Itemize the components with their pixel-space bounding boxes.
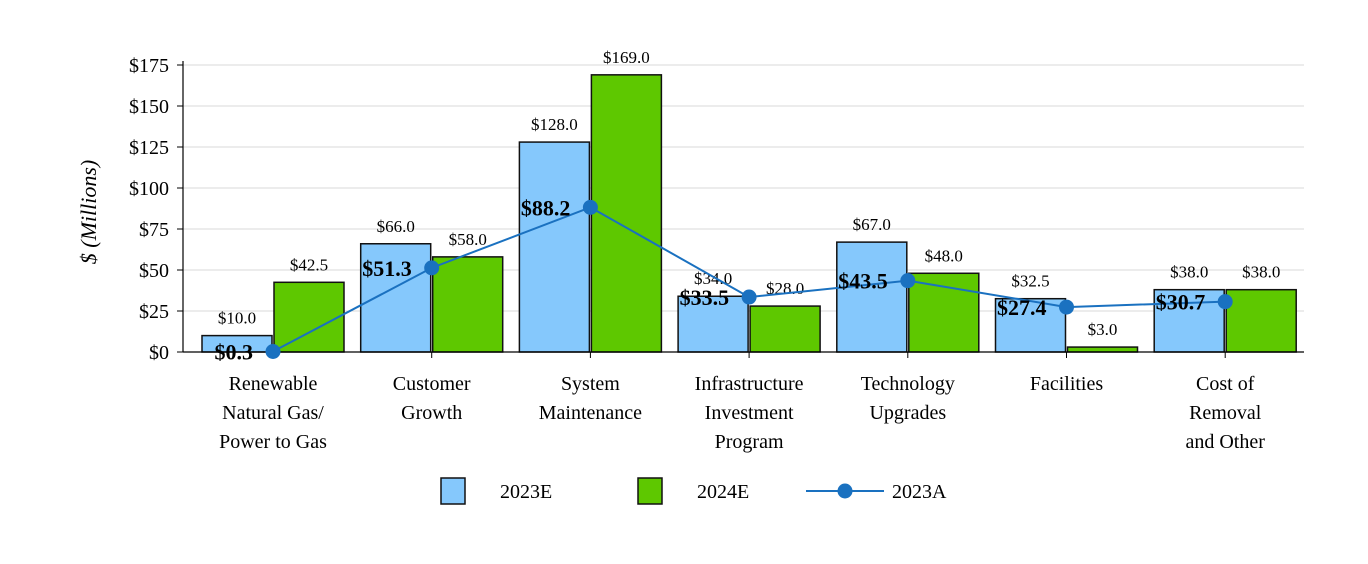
x-category-label: Infrastructure (695, 373, 804, 395)
legend-marker-2023A (837, 483, 853, 499)
x-axis-categories: Renewable Natural Gas/Power to Gas Custome… (219, 352, 1265, 453)
bar-2023E (994, 297, 1067, 353)
line-value-label: $51.3 (362, 256, 412, 281)
x-category-label: Customer (393, 373, 471, 395)
legend: 2023E 2024E 2023A (440, 477, 947, 505)
x-category-label: Program (715, 431, 784, 453)
y-tick-label: $100 (129, 178, 169, 200)
legend-swatch-2023E (440, 477, 466, 505)
bar-2024E (749, 305, 821, 353)
line-point (900, 273, 916, 289)
bar-2024E (590, 74, 663, 353)
bar-value-label: $128.0 (531, 115, 578, 134)
x-category-label: Investment (705, 402, 794, 424)
legend-swatch-2024E (637, 477, 663, 505)
y-tick-label: $75 (139, 219, 169, 241)
y-tick-label: $175 (129, 55, 169, 77)
x-category-label: Facilities (1030, 373, 1104, 395)
bar-2023E (677, 295, 749, 353)
y-tick-label: $150 (129, 96, 169, 118)
line-value-label: $0.3 (215, 340, 254, 365)
y-axis-title: $ (Millions) (76, 160, 101, 265)
x-category-label: System (561, 373, 620, 395)
legend-label: 2023A (892, 481, 947, 503)
line-point (265, 344, 281, 360)
x-category-label: Maintenance (539, 402, 642, 424)
line-value-label: $30.7 (1156, 290, 1206, 315)
x-category-label: Cost of (1196, 373, 1255, 395)
bar-2023E (836, 241, 908, 353)
line-point (1217, 294, 1233, 310)
x-category-label: and Other (1185, 431, 1265, 453)
y-tick-label: $50 (139, 260, 169, 282)
bar-2024E (431, 256, 504, 353)
x-category-label: Removal (1189, 402, 1262, 424)
line-point (741, 289, 757, 305)
line-series: $0.3 $51.3 $88.2 $33.5 $43.5 $27.4 $30.7 (215, 195, 1233, 365)
x-category-label: Renewable (229, 373, 318, 395)
bar-value-label: $38.0 (1242, 263, 1280, 282)
bar-value-label: $10.0 (218, 309, 256, 328)
legend-label: 2023E (500, 481, 552, 503)
bar-value-label: $3.0 (1088, 320, 1118, 339)
bar-value-label: $67.0 (853, 215, 891, 234)
line-value-label: $88.2 (521, 195, 571, 220)
x-category-label: Power to Gas (219, 431, 327, 453)
y-tick-label: $0 (149, 342, 169, 364)
bar-2023E (1153, 288, 1225, 353)
line-value-label: $43.5 (838, 269, 888, 294)
gridlines (183, 64, 1304, 312)
bar-2024E (908, 272, 980, 353)
bar-value-label: $169.0 (603, 48, 650, 67)
y-tick-label: $25 (139, 301, 169, 323)
line-point (582, 199, 598, 215)
bar-2023E (518, 141, 591, 353)
bar-2023E (359, 243, 432, 353)
y-axis-ticks: $0 $25 $50 $75 $100 $125 $150 $175 (129, 55, 183, 364)
bar-data-labels: $10.0 $66.0 $128.0 $34.0 $67.0 $32.5 $38.0 $42.… (218, 48, 1280, 339)
x-category-label: Growth (401, 402, 462, 424)
line-value-label: $27.4 (997, 295, 1047, 320)
bar-2024E (1066, 346, 1139, 353)
legend-label: 2024E (697, 481, 749, 503)
bar-value-label: $58.0 (449, 230, 487, 249)
bar-value-label: $48.0 (925, 246, 963, 265)
bar-value-label: $42.5 (290, 255, 328, 274)
bar-series (201, 74, 1297, 353)
line-point (1059, 299, 1074, 315)
bar-value-label: $32.5 (1011, 272, 1049, 291)
bar-2024E (273, 281, 345, 353)
x-category-label: Upgrades (869, 402, 946, 424)
line-value-label: $33.5 (680, 285, 730, 310)
x-category-label: Technology (861, 373, 955, 395)
line-point (424, 260, 440, 276)
bar-value-label: $38.0 (1170, 263, 1208, 282)
bar-value-label: $34.0 (694, 269, 732, 288)
axes (182, 61, 1304, 353)
x-category-label: Natural Gas/ (222, 402, 324, 424)
bar-2024E (1225, 288, 1297, 353)
y-tick-label: $125 (129, 137, 169, 159)
bar-value-label: $66.0 (377, 217, 415, 236)
